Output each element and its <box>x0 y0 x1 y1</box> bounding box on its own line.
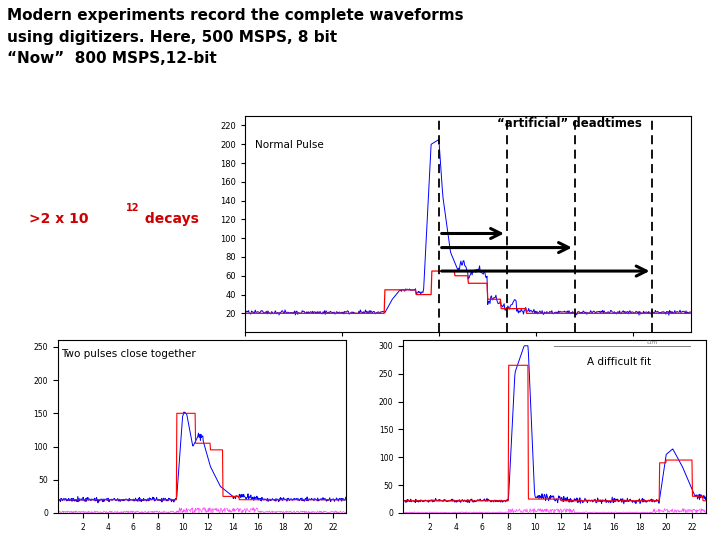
Text: A difficult fit: A difficult fit <box>588 357 652 367</box>
Text: “artificial” deadtimes: “artificial” deadtimes <box>497 117 642 130</box>
Text: decays: decays <box>140 212 199 226</box>
Text: 12: 12 <box>126 203 140 213</box>
Text: Lim: Lim <box>647 340 658 345</box>
Text: Normal Pulse: Normal Pulse <box>254 140 323 150</box>
Text: using digitizers. Here, 500 MSPS, 8 bit: using digitizers. Here, 500 MSPS, 8 bit <box>7 30 338 45</box>
Text: “Now”  800 MSPS,12-bit: “Now” 800 MSPS,12-bit <box>7 51 217 66</box>
Text: Modern experiments record the complete waveforms: Modern experiments record the complete w… <box>7 8 464 23</box>
Text: >2 x 10: >2 x 10 <box>29 212 89 226</box>
Text: Two pulses close together: Two pulses close together <box>61 349 196 359</box>
